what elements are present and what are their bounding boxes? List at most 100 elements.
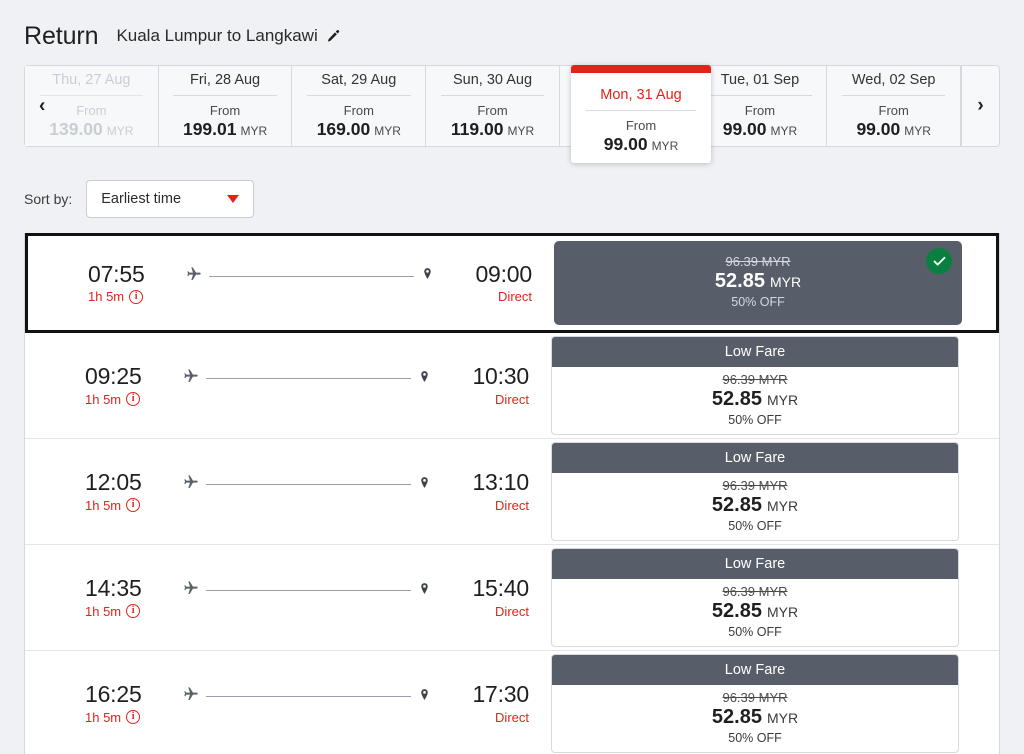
arrival-time: 15:40	[472, 575, 529, 602]
route-summary: Kuala Lumpur to Langkawi	[116, 26, 340, 46]
date-from-label: From	[744, 103, 776, 118]
fare-currency: MYR	[769, 274, 802, 290]
departure-time: 12:05	[85, 469, 142, 496]
date-price: 169.00	[316, 119, 371, 139]
fare-area: Low Fare 96.39 MYR 52.85 MYR 50% OFF	[529, 548, 995, 647]
departure-block: 09:25 1h 5m i	[85, 363, 167, 407]
fare-discount: 50% OFF	[728, 413, 782, 427]
prev-dates-arrow[interactable]: ‹	[39, 95, 46, 117]
stops-label: Direct	[495, 709, 529, 725]
duration-label: 1h 5m	[85, 391, 122, 407]
fare-old-price: 96.39 MYR	[722, 372, 788, 387]
date-from-label: From	[625, 118, 657, 133]
flight-list: 07:55 1h 5m i 09:00	[24, 233, 1000, 754]
date-price: 139.00	[49, 119, 103, 139]
flight-row[interactable]: 14:35 1h 5m i 15:40	[25, 545, 999, 651]
route-label: Kuala Lumpur to Langkawi	[116, 26, 318, 45]
airplane-icon	[183, 474, 199, 495]
date-day-label: Mon, 31 Aug	[586, 87, 696, 111]
route-connector	[209, 275, 414, 277]
flight-row[interactable]: 16:25 1h 5m i 17:30	[25, 651, 999, 754]
fare-area: Low Fare 96.39 MYR 52.85 MYR 50% OFF	[529, 442, 995, 541]
flight-leg: 09:25 1h 5m i 10:30	[29, 363, 529, 407]
date-currency: MYR	[240, 124, 268, 138]
pencil-icon[interactable]	[326, 29, 341, 44]
next-dates-arrow[interactable]: ›	[961, 66, 999, 146]
info-icon[interactable]: i	[126, 710, 141, 725]
sort-select[interactable]: Earliest time	[86, 180, 255, 218]
date-cell-1[interactable]: Fri, 28 Aug From 199.01 MYR	[158, 66, 293, 146]
sort-selected-value: Earliest time	[101, 191, 182, 207]
fare-currency: MYR	[766, 392, 799, 408]
fare-card[interactable]: Low Fare 96.39 MYR 52.85 MYR 50% OFF	[551, 336, 959, 435]
duration-label: 1h 5m	[85, 709, 122, 725]
fare-old-price: 96.39 MYR	[722, 690, 788, 705]
flight-leg: 07:55 1h 5m i 09:00	[32, 260, 532, 305]
duration-block: 1h 5m i	[85, 604, 167, 619]
date-price: 99.00	[722, 119, 767, 139]
fare-price: 52.85	[711, 388, 762, 410]
airplane-icon	[183, 368, 199, 389]
arrival-time: 17:30	[472, 681, 529, 708]
departure-block: 14:35 1h 5m i	[85, 575, 167, 619]
date-currency: MYR	[904, 124, 931, 138]
date-cell-0[interactable]: ‹ Thu, 27 Aug From 139.00 MYR	[25, 66, 159, 146]
fare-discount: 50% OFF	[728, 731, 782, 745]
fare-card[interactable]: Low Fare 96.39 MYR 52.85 MYR 50% OFF	[551, 442, 959, 541]
route-line	[167, 580, 447, 601]
date-currency: MYR	[651, 139, 679, 153]
fare-area: Low Fare 96.39 MYR 52.85 MYR 50% OFF	[529, 336, 995, 435]
fare-currency: MYR	[766, 604, 799, 620]
map-pin-icon	[418, 475, 431, 495]
date-cell-5[interactable]: Tue, 01 Sep From 99.00 MYR	[693, 66, 828, 146]
date-from-label: From	[209, 103, 241, 118]
date-price: 99.00	[603, 134, 648, 154]
fare-price: 52.85	[711, 494, 762, 516]
stops-label: Direct	[495, 391, 529, 407]
stops-label: Direct	[495, 603, 529, 619]
info-icon[interactable]: i	[126, 604, 141, 619]
arrival-time: 13:10	[472, 469, 529, 496]
departure-time: 16:25	[85, 681, 142, 708]
date-price: 199.01	[182, 119, 237, 139]
info-icon[interactable]: i	[126, 498, 141, 513]
arrival-block: 17:30 Direct	[447, 681, 529, 725]
date-from-label: From	[76, 103, 107, 118]
flight-row[interactable]: 07:55 1h 5m i 09:00	[25, 233, 999, 333]
date-strip: ‹ Thu, 27 Aug From 139.00 MYR Fri, 28 Au…	[24, 65, 1000, 147]
date-cell-3[interactable]: Sun, 30 Aug From 119.00 MYR	[426, 66, 560, 146]
flight-row[interactable]: 12:05 1h 5m i 13:10	[25, 439, 999, 545]
date-cell-6[interactable]: Wed, 02 Sep From 99.00 MYR	[827, 66, 962, 146]
fare-area: 96.39 MYR 52.85 MYR 50% OFF	[532, 241, 992, 325]
date-day-label: Thu, 27 Aug	[39, 72, 144, 96]
date-cell-4-selected[interactable]: Mon, 31 Aug From 99.00 MYR	[571, 65, 711, 163]
flight-row[interactable]: 09:25 1h 5m i 10:30	[25, 333, 999, 439]
route-line	[170, 266, 450, 287]
info-icon[interactable]: i	[129, 289, 144, 304]
fare-price: 52.85	[711, 600, 762, 622]
fare-header: Low Fare	[552, 337, 958, 367]
departure-time: 07:55	[88, 260, 145, 287]
departure-time: 09:25	[85, 363, 142, 390]
date-currency: MYR	[106, 124, 134, 138]
duration-block: 1h 5m i	[85, 392, 167, 407]
fare-price: 52.85	[711, 706, 762, 728]
fare-card[interactable]: Low Fare 96.39 MYR 52.85 MYR 50% OFF	[551, 654, 959, 753]
fare-old-price: 96.39 MYR	[725, 254, 791, 269]
duration-block: 1h 5m i	[88, 289, 170, 304]
date-currency: MYR	[374, 124, 401, 138]
date-cell-2[interactable]: Sat, 29 Aug From 169.00 MYR	[292, 66, 427, 146]
duration-block: 1h 5m i	[85, 498, 167, 513]
duration-label: 1h 5m	[88, 289, 125, 305]
route-connector	[206, 484, 411, 485]
route-line	[167, 474, 447, 495]
date-price: 119.00	[450, 119, 504, 139]
fare-card[interactable]: Low Fare 96.39 MYR 52.85 MYR 50% OFF	[551, 548, 959, 647]
fare-card-selected[interactable]: 96.39 MYR 52.85 MYR 50% OFF	[554, 241, 962, 325]
flight-leg: 16:25 1h 5m i 17:30	[29, 681, 529, 725]
fare-area: Low Fare 96.39 MYR 52.85 MYR 50% OFF	[529, 654, 995, 753]
flight-leg: 12:05 1h 5m i 13:10	[29, 469, 529, 513]
info-icon[interactable]: i	[126, 392, 141, 407]
sort-label: Sort by:	[24, 191, 73, 207]
map-pin-icon	[418, 369, 431, 389]
